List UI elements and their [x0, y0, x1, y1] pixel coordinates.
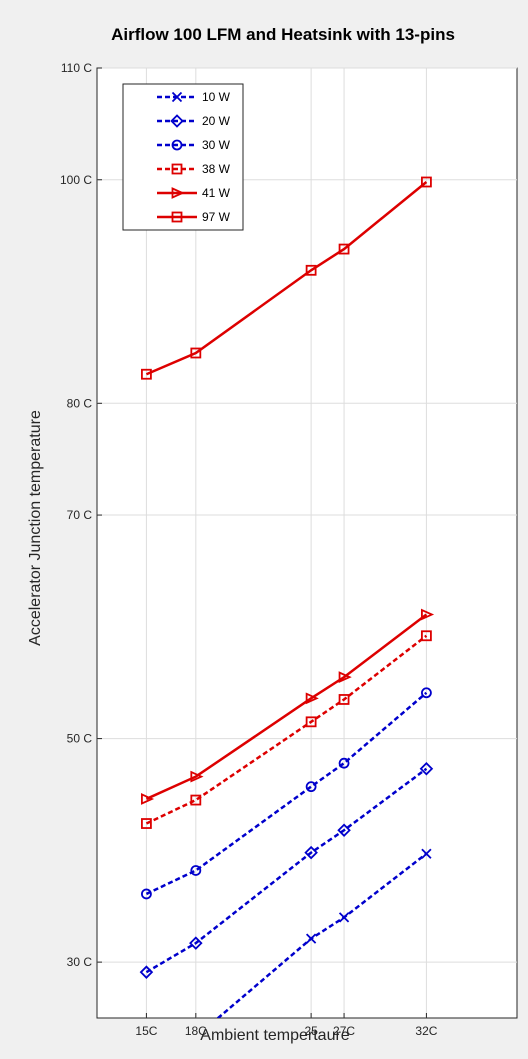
x-tick-label: 18C	[185, 1024, 207, 1038]
y-tick-label: 80 C	[67, 396, 93, 410]
data-point-marker	[304, 845, 318, 860]
data-point-marker	[338, 694, 350, 705]
legend-marker	[171, 163, 183, 175]
legend-marker	[171, 139, 183, 151]
data-point-marker	[421, 687, 432, 699]
legend: 10 W 20 W 30 W 38 W 41 W 97 W	[122, 83, 244, 231]
series-line	[145, 691, 428, 896]
y-axis-label: Accelerator Junction temperature	[27, 410, 44, 646]
data-point-marker	[305, 781, 317, 793]
legend-entry: 38 W	[157, 162, 231, 176]
series-line	[145, 181, 428, 376]
data-point-marker	[305, 716, 317, 728]
y-tick-label: 30 C	[67, 955, 93, 969]
y-tick-label: 110 C	[61, 61, 92, 75]
data-point-marker	[421, 848, 432, 859]
chart-title: Airflow 100 LFM and Heatsink with 13-pin…	[111, 25, 455, 44]
data-point-marker	[141, 818, 152, 829]
series-10-w	[216, 848, 432, 1018]
series-30-w	[141, 687, 432, 900]
series-line	[145, 767, 428, 974]
legend-label: 41 W	[202, 186, 231, 200]
axis-ticks: 30 C 50 C 70 C 80 C 100 C 110 C 15C 18C 25 27C 32C	[60, 61, 438, 1038]
data-point-marker	[305, 264, 317, 276]
legend-marker	[171, 187, 185, 199]
legend-entry: 97 W	[157, 210, 231, 224]
data-point-marker	[419, 761, 434, 776]
series-line	[145, 634, 428, 825]
data-point-marker	[139, 965, 154, 979]
legend-entry: 30 W	[157, 138, 231, 152]
series-line	[145, 613, 428, 801]
data-point-marker	[141, 888, 152, 900]
data-point-marker	[338, 243, 350, 255]
data-point-marker	[190, 865, 202, 876]
y-tick-label: 50 C	[67, 732, 93, 746]
data-point-marker	[141, 793, 155, 805]
y-tick-label: 100 C	[60, 173, 92, 187]
legend-entry: 41 W	[157, 186, 231, 200]
data-point-marker	[421, 608, 435, 621]
data-point-marker	[338, 757, 350, 769]
y-tick-label: 70 C	[67, 508, 93, 522]
legend-label: 38 W	[202, 162, 231, 176]
legend-marker	[171, 91, 183, 103]
legend-label: 10 W	[202, 90, 231, 104]
data-point-marker	[190, 794, 202, 806]
legend-label: 97 W	[202, 210, 231, 224]
legend-marker	[170, 114, 184, 128]
data-point-marker	[421, 630, 432, 642]
data-point-marker	[305, 933, 317, 944]
x-axis-label: Ambient tempertaure	[200, 1027, 350, 1044]
x-tick-label: 32C	[415, 1024, 437, 1038]
data-point-marker	[190, 770, 204, 783]
legend-label: 30 W	[202, 138, 231, 152]
data-point-marker	[338, 912, 350, 923]
series-layer	[139, 176, 435, 1018]
data-point-marker	[189, 936, 203, 950]
x-tick-label: 27C	[333, 1024, 355, 1038]
series-41-w	[141, 608, 435, 805]
x-tick-label: 25	[304, 1024, 318, 1038]
legend-marker	[171, 211, 183, 223]
legend-label: 20 W	[202, 114, 231, 128]
data-point-marker	[337, 823, 351, 838]
series-20-w	[139, 761, 434, 979]
data-point-marker	[305, 692, 319, 705]
data-point-marker	[141, 368, 152, 380]
series-38-w	[141, 630, 432, 829]
legend-entry: 20 W	[157, 114, 231, 128]
legend-box	[122, 83, 244, 231]
data-point-marker	[190, 347, 202, 359]
series-97-w	[141, 176, 432, 380]
x-tick-label: 15C	[135, 1024, 157, 1038]
legend-entry: 10 W	[157, 90, 231, 104]
data-point-marker	[338, 671, 352, 684]
data-point-marker	[421, 176, 432, 188]
